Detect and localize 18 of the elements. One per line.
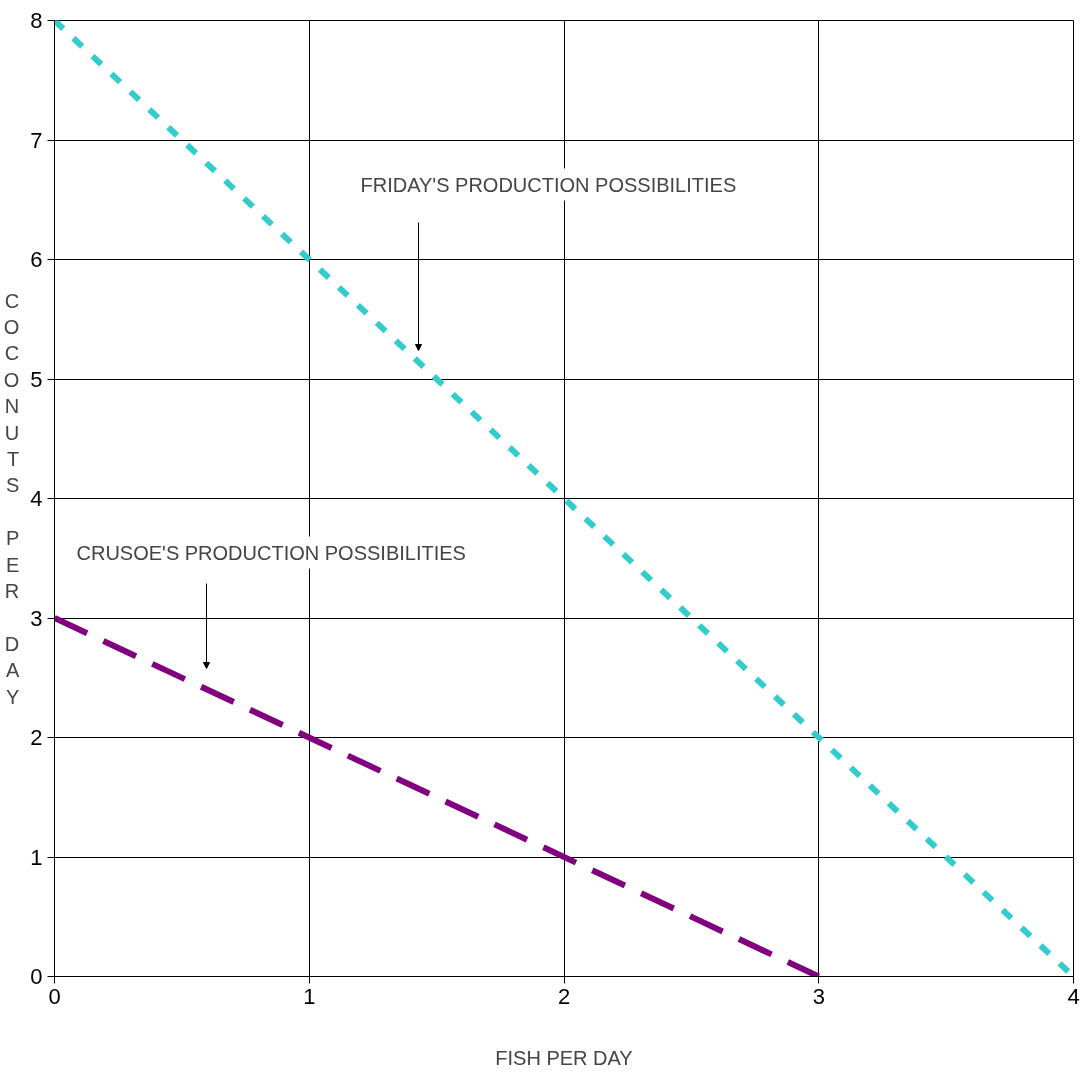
y-tick-label: 5 — [30, 366, 43, 392]
x-tick-label: 4 — [1067, 983, 1080, 1009]
x-tick-label: 3 — [812, 983, 825, 1009]
y-tick-label: 7 — [30, 127, 43, 153]
y-tick-label: 3 — [30, 605, 43, 631]
y-tick-label: 8 — [30, 8, 43, 33]
y-tick-label: 2 — [30, 725, 43, 750]
x-axis-title: FISH PER DAY — [495, 1046, 633, 1069]
annotation: FRIDAY'S PRODUCTION POSSIBILITIES — [360, 173, 737, 196]
x-tick-label: 0 — [48, 983, 61, 1009]
x-tick-label: 2 — [557, 983, 571, 1009]
text: COCONUTS PER DAY — [3, 289, 20, 708]
annotation: CRUSOE'S PRODUCTION POSSIBILITIES — [76, 541, 466, 564]
y-tick-label: 0 — [30, 964, 43, 989]
y-tick-label: 6 — [30, 247, 43, 272]
y-tick-label: 1 — [30, 844, 43, 870]
y-tick-label: 4 — [30, 486, 43, 511]
x-tick-label: 1 — [303, 983, 316, 1009]
